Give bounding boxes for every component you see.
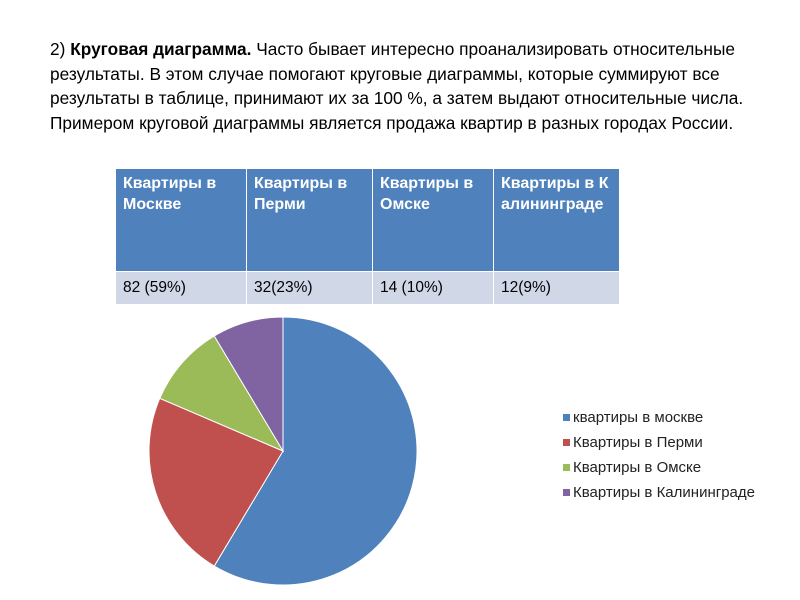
- table-header-row: Квартиры в Москве Квартиры в Перми Кварт…: [115, 168, 620, 272]
- intro-paragraph: 2) Круговая диаграмма. Часто бывает инте…: [50, 37, 770, 135]
- table-cell: 12(9%): [493, 271, 620, 305]
- table-cell: 82 (59%): [115, 271, 247, 305]
- legend-label: квартиры в москве: [573, 409, 704, 426]
- intro-heading: Круговая диаграмма.: [70, 39, 252, 59]
- pie-slice-3: [213, 316, 284, 453]
- legend-label: Квартиры в Калининграде: [573, 484, 755, 501]
- table-header: Квартиры в Калининграде: [493, 168, 620, 272]
- table-cell: 14 (10%): [372, 271, 494, 305]
- sales-table: Квартиры в Москве Квартиры в Перми Кварт…: [115, 168, 620, 305]
- legend-item: квартиры в москве: [563, 405, 755, 430]
- legend-label: Квартиры в Омске: [573, 459, 702, 476]
- legend-swatch: [563, 439, 570, 446]
- pie-slice-1: [148, 397, 284, 567]
- pie-slice-0: [213, 316, 418, 586]
- legend-item: Квартиры в Калининграде: [563, 480, 755, 505]
- legend-item: Квартиры в Омске: [563, 455, 755, 480]
- intro-number: 2): [50, 39, 66, 59]
- legend-swatch: [563, 414, 570, 421]
- table-header: Квартиры в Омске: [372, 168, 494, 272]
- legend-swatch: [563, 489, 570, 496]
- pie-slice-2: [159, 335, 285, 453]
- legend-label: Квартиры в Перми: [573, 434, 703, 451]
- legend-item: Квартиры в Перми: [563, 430, 755, 455]
- chart-legend: квартиры в москве Квартиры в Перми Квартир…: [563, 405, 755, 505]
- intro-text: Часто бывает интересно проанализировать …: [50, 39, 744, 133]
- legend-swatch: [563, 464, 570, 471]
- table-row: 82 (59%) 32(23%) 14 (10%) 12(9%): [115, 271, 620, 305]
- table-cell: 32(23%): [246, 271, 373, 305]
